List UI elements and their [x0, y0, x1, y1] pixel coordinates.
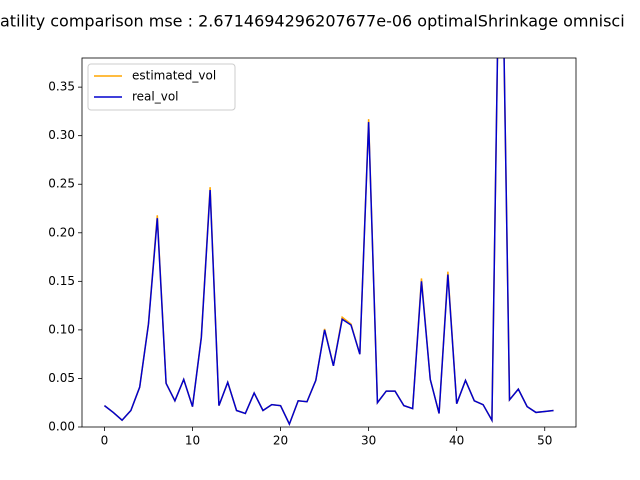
x-tick-label: 10	[185, 434, 200, 448]
chart-title: atility comparison mse : 2.6714694296207…	[0, 12, 625, 31]
legend-box	[87, 63, 236, 111]
legend-label: real_vol	[132, 90, 179, 104]
y-tick-label: 0.10	[48, 322, 75, 336]
y-tick-label: 0.35	[48, 80, 75, 94]
y-tick-label: 0.20	[48, 225, 75, 239]
x-tick-label: 30	[361, 434, 376, 448]
x-tick-label: 50	[537, 434, 552, 448]
plot-area	[103, 58, 554, 426]
x-tick-label: 0	[101, 434, 109, 448]
axes-frame	[81, 57, 577, 428]
x-tick-label: 20	[273, 434, 288, 448]
y-tick-label: 0.05	[48, 371, 75, 385]
y-tick-label: 0.30	[48, 128, 75, 142]
x-tick-label: 40	[449, 434, 464, 448]
y-tick-label: 0.15	[48, 274, 75, 288]
line-series	[103, 58, 554, 426]
y-tick-label: 0.00	[48, 420, 75, 434]
y-tick-label: 0.25	[48, 177, 75, 191]
legend-label: estimated_vol	[132, 69, 216, 83]
